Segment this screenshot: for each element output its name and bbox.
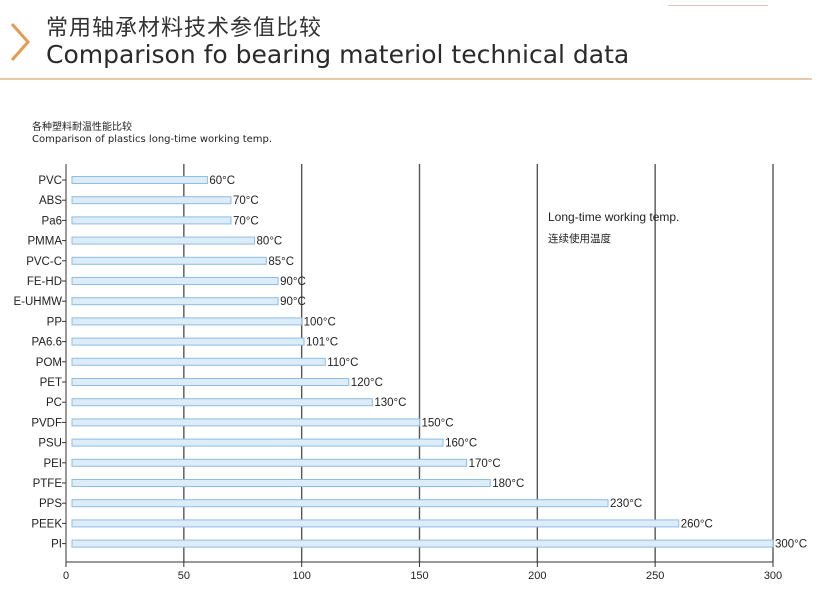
category-label-pc: PC: [46, 397, 62, 409]
bar-pa6.6: [71, 337, 305, 346]
x-tick-label-150: 150: [410, 570, 428, 582]
category-label-pp: PP: [47, 316, 63, 328]
category-label-psu: PSU: [38, 438, 62, 450]
category-label-peek: PEEK: [31, 518, 62, 530]
x-tick-label-50: 50: [178, 570, 190, 582]
bar-pvc: [71, 176, 208, 184]
value-label-abs: 70°C: [233, 195, 259, 207]
chevron-right-icon: [10, 23, 31, 61]
x-tick-label-0: 0: [63, 570, 69, 582]
value-label-peek: 260°C: [681, 518, 713, 530]
x-tick-label-200: 200: [528, 570, 546, 582]
value-label-fe-hd: 90°C: [280, 276, 306, 288]
value-label-psu: 160°C: [445, 438, 477, 450]
value-label-pvdf: 150°C: [422, 417, 454, 429]
bar-pa6: [71, 216, 232, 225]
bar-pp: [71, 317, 303, 326]
legend-text-en: Long-time working temp.: [548, 210, 679, 224]
category-label-pvdf: PVDF: [31, 417, 62, 429]
bar-pc: [71, 398, 373, 407]
page-title-zh: 常用轴承材料技术参值比较: [46, 16, 323, 41]
category-label-pa6: Pa6: [42, 215, 62, 227]
bar-ptfe: [71, 479, 491, 487]
bar-pvdf: [71, 418, 420, 427]
value-label-pei: 170°C: [469, 458, 501, 470]
bar-peek: [71, 519, 680, 528]
value-label-e-uhmw: 90°C: [280, 296, 306, 308]
value-label-pi: 300°C: [775, 539, 807, 551]
bar-pps: [71, 499, 609, 508]
top-decoration-line: [668, 5, 768, 6]
chart-subtitle-zh: 各种塑料耐温性能比较: [32, 122, 132, 133]
category-label-pmma: PMMA: [28, 236, 63, 248]
value-label-pa6.6: 101°C: [306, 337, 338, 349]
category-label-pet: PET: [40, 377, 62, 389]
x-tick-label-100: 100: [292, 570, 310, 582]
chart-subtitle-en: Comparison of plastics long-time working…: [32, 134, 273, 145]
bar-pmma: [71, 236, 256, 245]
bar-psu: [71, 438, 444, 447]
value-label-pet: 120°C: [351, 377, 383, 389]
category-label-abs: ABS: [39, 195, 62, 207]
value-label-pom: 110°C: [327, 357, 358, 369]
category-label-pvc-c: PVC-C: [26, 256, 62, 268]
bar-abs: [71, 196, 232, 205]
value-label-pa6: 70°C: [233, 215, 259, 227]
bar-fe-hd: [71, 277, 279, 285]
value-label-pp: 100°C: [304, 316, 336, 328]
bar-pom: [71, 357, 326, 366]
category-label-pi: PI: [51, 539, 62, 551]
x-tick-label-300: 300: [764, 570, 782, 582]
bar-pei: [71, 458, 468, 467]
value-label-pc: 130°C: [374, 397, 406, 409]
bar-e-uhmw: [71, 297, 279, 306]
page-title-en: Comparison fo bearing materiol technical…: [46, 40, 630, 69]
value-label-pvc-c: 85°C: [268, 256, 294, 268]
category-label-e-uhmw: E-UHMW: [13, 296, 62, 308]
bar-pi: [71, 539, 774, 548]
bar-pvc-c: [71, 256, 267, 265]
legend-text-zh: 连续使用温度: [548, 232, 611, 245]
value-label-pmma: 80°C: [257, 236, 283, 248]
title-divider: [0, 78, 812, 80]
category-label-ptfe: PTFE: [33, 478, 63, 490]
category-label-pa6.6: PA6.6: [32, 337, 62, 349]
value-label-ptfe: 180°C: [492, 478, 524, 490]
category-label-pei: PEI: [43, 458, 62, 470]
value-label-pps: 230°C: [610, 498, 642, 510]
x-tick-label-250: 250: [646, 570, 664, 582]
value-label-pvc: 60°C: [209, 175, 235, 187]
bar-pet: [71, 378, 350, 386]
category-label-fe-hd: FE-HD: [27, 276, 62, 288]
category-label-pom: POM: [36, 357, 62, 369]
category-label-pvc: PVC: [38, 175, 62, 187]
category-label-pps: PPS: [39, 498, 62, 510]
